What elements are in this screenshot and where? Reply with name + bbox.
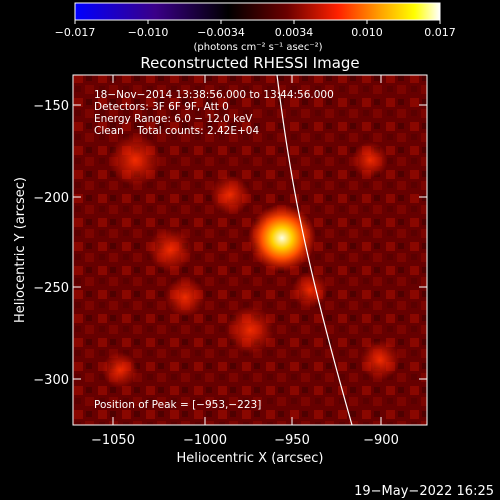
colorbar-tick: −0.010 [128,26,169,39]
x-axis-label: Heliocentric X (arcsec) [177,451,324,466]
y-tick-label: −300 [33,373,69,388]
colorbar-tick: 0.010 [351,26,383,39]
y-tick-label: −250 [33,281,69,296]
solar-limb [276,75,353,425]
axis-ticks [73,75,427,425]
colorbar: −0.017 −0.010 −0.0034 0.0034 0.010 0.017… [55,2,456,53]
colorbar-gradient [74,2,441,21]
x-tick-label: −1000 [183,433,227,448]
x-tick-label: −950 [274,433,310,448]
colorbar-tick: 0.0034 [275,26,314,39]
flare-peak [248,204,316,272]
x-tick-label: −900 [363,433,399,448]
colorbar-units: (photons cm⁻² s⁻¹ asec⁻²) [193,42,322,53]
colorbar-tick: −0.0034 [197,26,245,39]
info-line-time: 18−Nov−2014 13:38:56.000 to 13:44:56.000 [94,89,334,101]
y-axis-label: Heliocentric Y (arcsec) [13,177,28,323]
plot-frame [72,74,428,426]
peak-position: Position of Peak = [−953,−223] [94,399,261,411]
rhessi-image [73,75,427,425]
info-line-detectors: Detectors: 3F 6F 9F, Att 0 [94,101,229,113]
plot-title: Reconstructed RHESSI Image [140,54,359,72]
info-line-energy: Energy Range: 6.0 − 12.0 keV [94,113,253,125]
x-tick-label: −1050 [91,433,135,448]
footer-timestamp: 19−May−2022 16:25 [354,484,494,499]
y-tick-label: −150 [33,99,69,114]
y-tick-label: −200 [33,191,69,206]
colorbar-tick: −0.017 [55,26,96,39]
colorbar-tick: 0.017 [424,26,456,39]
info-line-counts: Clean Total counts: 2.42E+04 [94,125,259,137]
